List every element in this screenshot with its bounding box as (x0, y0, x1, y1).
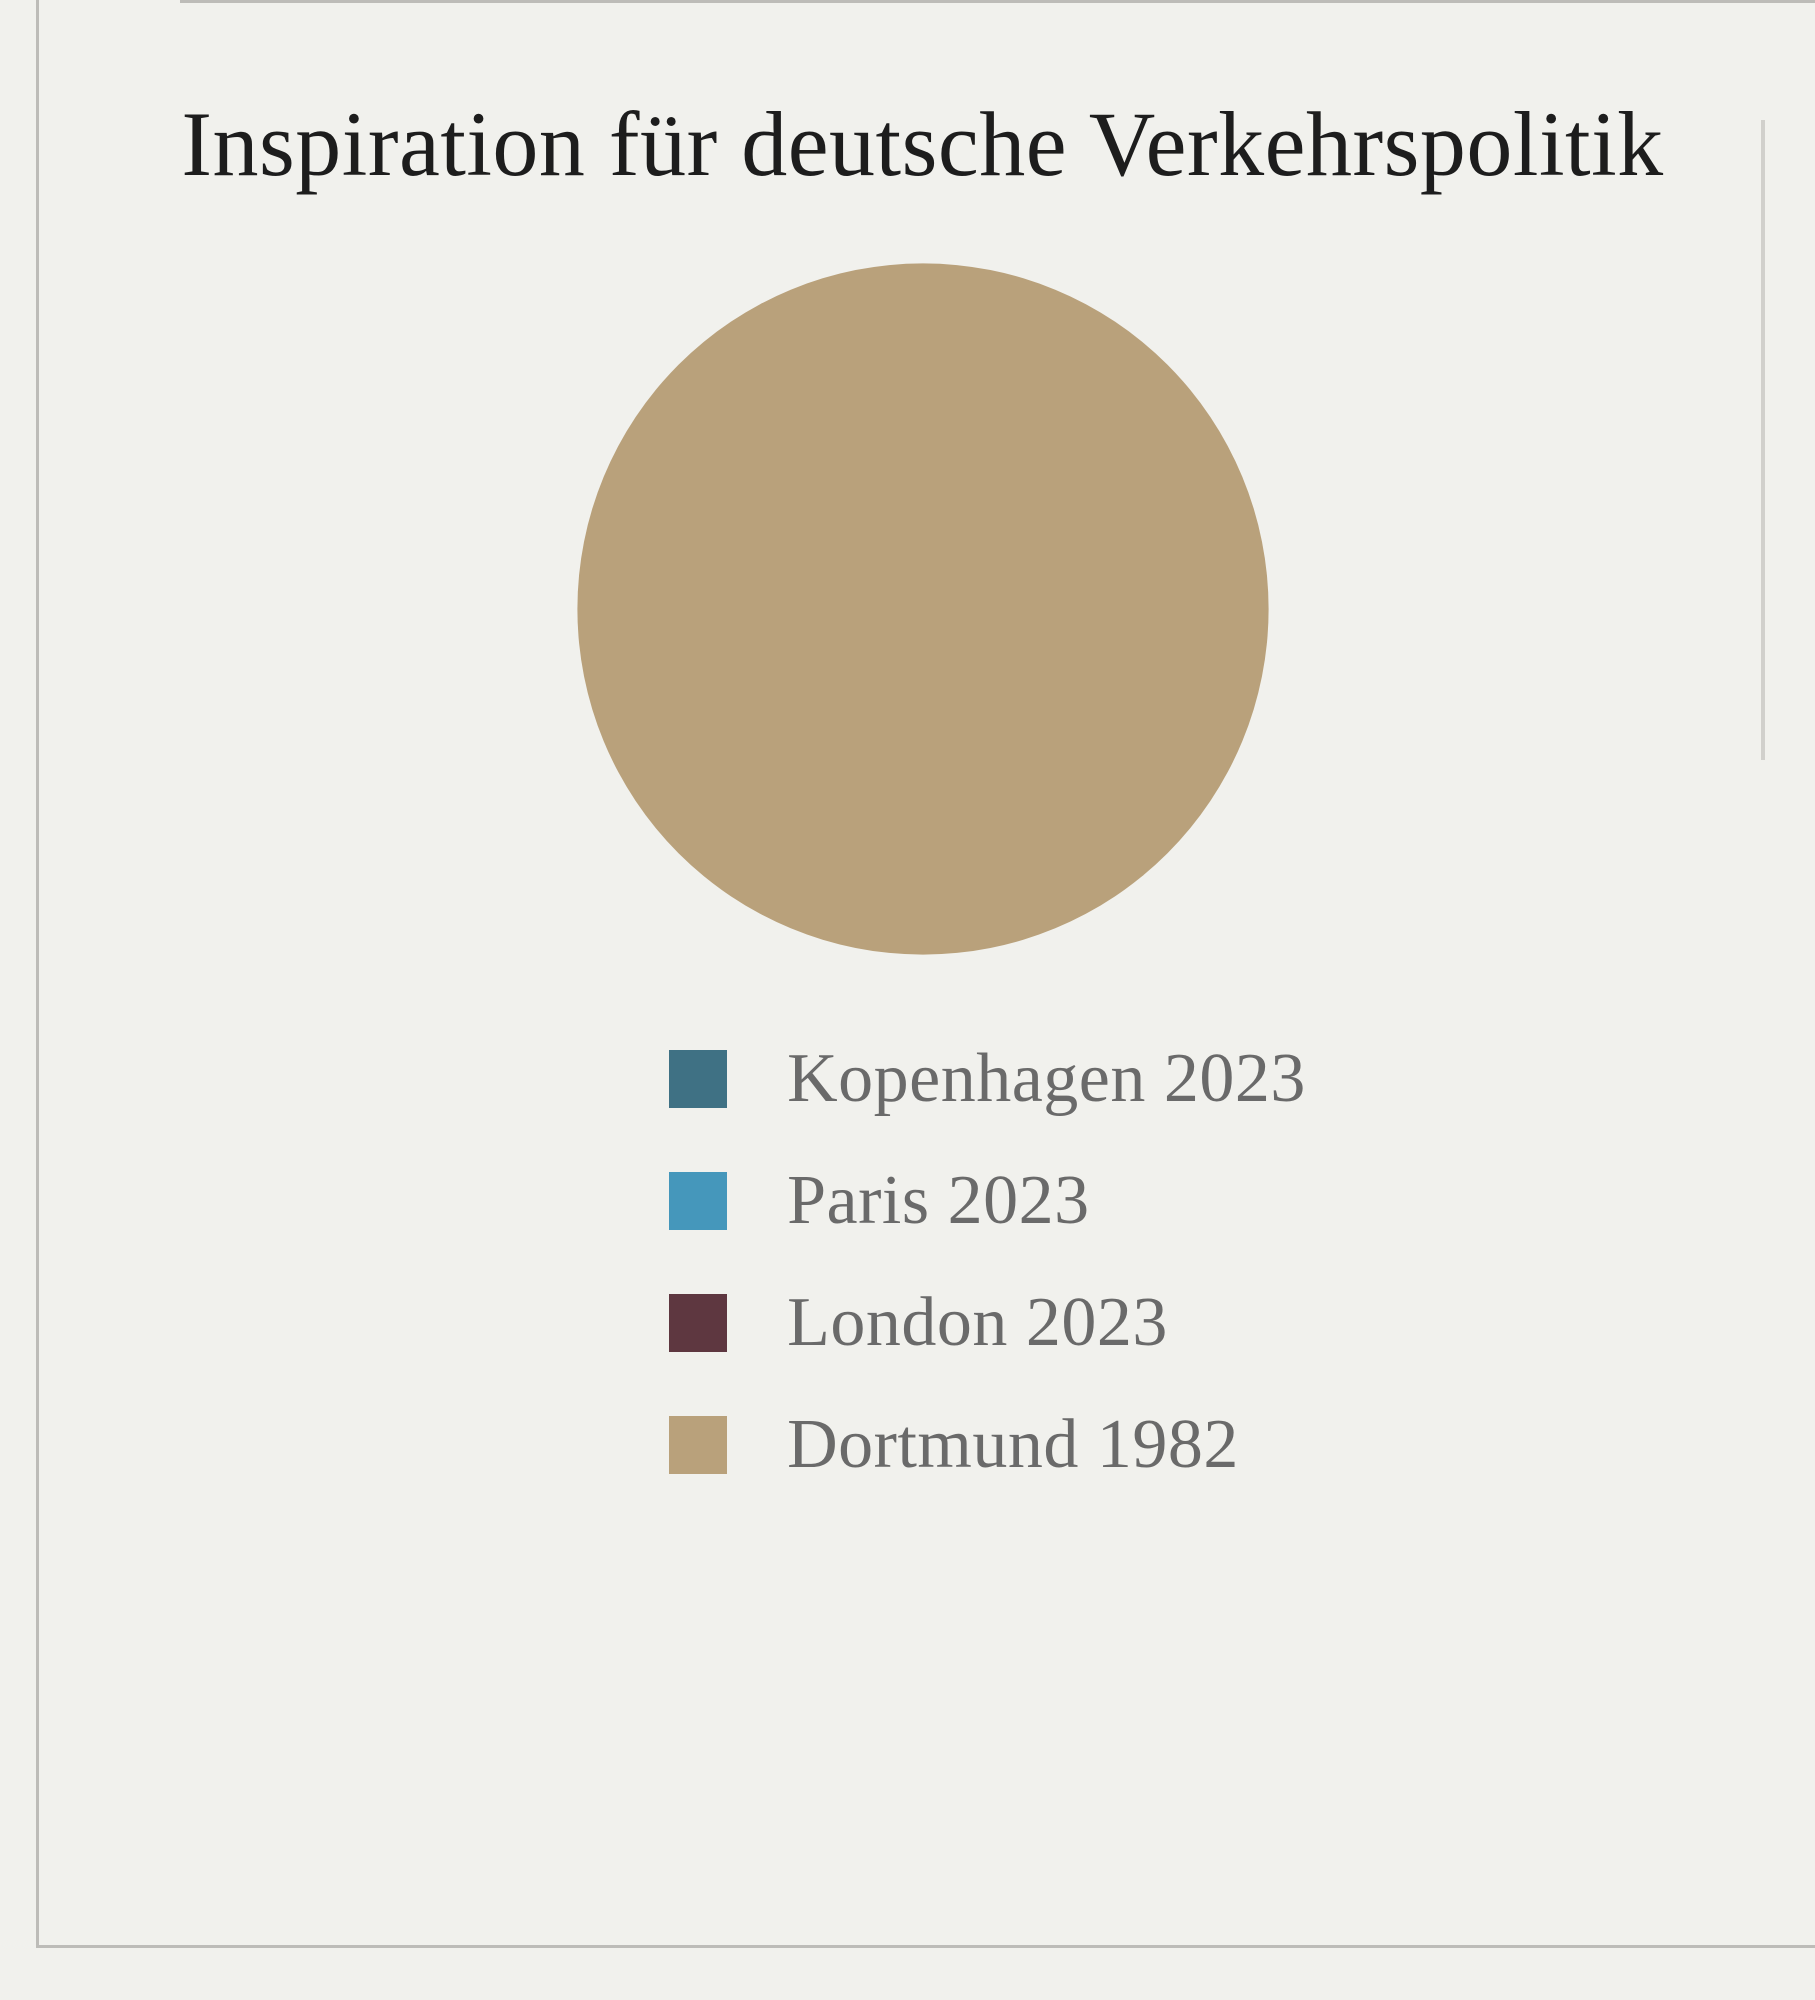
legend-item: Dortmund 1982 (669, 1405, 1306, 1485)
legend-item: London 2023 (669, 1283, 1306, 1363)
legend-swatch (669, 1172, 727, 1230)
legend-item: Kopenhagen 2023 (669, 1039, 1306, 1119)
frame-divider-right (1761, 120, 1765, 760)
legend-swatch (669, 1416, 727, 1474)
legend-swatch (669, 1294, 727, 1352)
pie-chart (563, 249, 1283, 969)
frame-border-left (36, 0, 39, 1948)
chart-legend: Kopenhagen 2023 Paris 2023 London 2023 Dort… (669, 1039, 1306, 1527)
legend-item: Paris 2023 (669, 1161, 1306, 1241)
chart-title: Inspiration für deutsche Verkehrspolitik (181, 90, 1663, 199)
frame-border-top (180, 0, 1815, 3)
frame-border-bottom (36, 1945, 1815, 1948)
legend-swatch (669, 1050, 727, 1108)
pie-slice (577, 263, 1268, 954)
legend-label: Kopenhagen 2023 (787, 1039, 1306, 1119)
legend-label: Paris 2023 (787, 1161, 1090, 1241)
pie-chart-container: Inspiration für deutsche Verkehrspolitik… (180, 90, 1665, 1880)
legend-label: London 2023 (787, 1283, 1168, 1363)
legend-label: Dortmund 1982 (787, 1405, 1239, 1485)
